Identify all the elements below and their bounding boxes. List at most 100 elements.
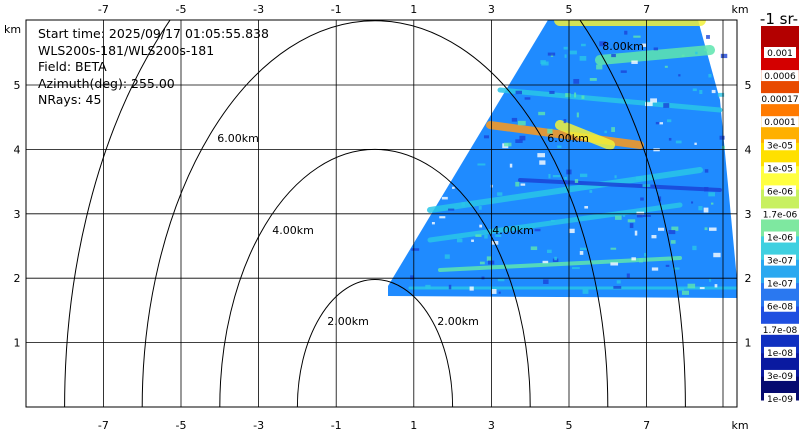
- axis-unit-label: km: [731, 419, 748, 432]
- range-ring-label: 4.00km: [272, 224, 314, 237]
- beta-speckle: [670, 240, 676, 244]
- colorbar-label: 1e-09: [767, 395, 793, 405]
- beta-speckle: [477, 163, 486, 166]
- axis-unit-label: km: [731, 3, 748, 16]
- beta-speckle: [547, 52, 556, 56]
- beta-speckle: [539, 160, 546, 165]
- beta-speckle: [719, 135, 725, 140]
- colorbar-segment: [761, 259, 799, 284]
- beta-speckle: [497, 192, 503, 196]
- beta-speckle: [691, 201, 694, 204]
- beta-speckle: [519, 135, 526, 141]
- beta-speckle: [641, 43, 647, 47]
- beta-speckle: [478, 206, 482, 210]
- beta-streak: [427, 202, 683, 243]
- range-ring-label: 8.00km: [602, 40, 644, 53]
- grid-lines: [26, 20, 737, 407]
- beta-speckle: [703, 207, 709, 213]
- nrays-label: NRays: 45: [38, 92, 102, 108]
- beta-speckle: [668, 230, 676, 235]
- beta-speckle: [681, 290, 690, 295]
- beta-speckle: [694, 142, 697, 145]
- x-tick-label: 3: [488, 3, 495, 16]
- beta-speckle: [678, 74, 681, 77]
- beta-speckle: [644, 252, 647, 257]
- beta-speckle: [651, 267, 659, 271]
- beta-speckle: [589, 77, 597, 81]
- beta-speckle: [631, 60, 638, 64]
- beta-speckle: [636, 212, 643, 218]
- scan-info: Start time: 2025/09/17 01:05:55.838 WLS2…: [38, 26, 269, 109]
- beta-speckle: [582, 289, 589, 294]
- beta-speckle: [579, 55, 587, 61]
- colorbar-label: 0.0001: [764, 118, 796, 128]
- colorbar-segment: [761, 26, 799, 50]
- beta-streak: [518, 178, 722, 192]
- beta-speckle: [645, 102, 653, 107]
- beta-speckle: [563, 119, 567, 124]
- beta-speckle: [710, 202, 714, 205]
- beta-speckle: [576, 112, 579, 118]
- beta-speckle: [616, 280, 621, 284]
- colorbar-label-bg: [761, 116, 799, 128]
- y-tick-label: 4: [14, 143, 21, 156]
- beta-speckle: [665, 264, 670, 267]
- beta-speckle: [655, 121, 660, 125]
- beta-speckle: [574, 92, 577, 98]
- beta-speckle: [537, 153, 546, 158]
- beta-speckle: [569, 228, 575, 234]
- beta-speckle: [695, 51, 698, 55]
- colorbar-label-bg: [758, 208, 800, 220]
- beta-speckle: [543, 279, 549, 284]
- beta-speckle: [610, 262, 619, 266]
- beta-speckle: [548, 173, 551, 179]
- beta-speckle: [664, 65, 668, 68]
- axis-unit-label: km: [4, 23, 21, 36]
- colorbar-label: 1e-05: [767, 164, 793, 174]
- x-tick-label: 7: [643, 419, 650, 432]
- beta-speckle: [633, 35, 641, 38]
- beta-speckle: [515, 139, 523, 143]
- beta-streak: [497, 87, 723, 113]
- range-ring-label: 2.00km: [437, 315, 479, 328]
- colorbar-label-bg: [764, 162, 796, 174]
- x-tick-label: -7: [98, 419, 109, 432]
- beta-speckle: [565, 93, 571, 98]
- beta-speckle: [495, 234, 502, 237]
- instrument-label: WLS200s-181/WLS200s-181: [38, 42, 215, 58]
- beta-speckle: [708, 192, 716, 197]
- beta-speckle: [713, 252, 721, 258]
- x-tick-label: -1: [331, 3, 342, 16]
- colorbar-label-bg: [764, 346, 796, 358]
- beta-speckle: [542, 260, 549, 264]
- x-tick-label: -7: [98, 3, 109, 16]
- colorbar-label: 0.001: [767, 49, 793, 59]
- beta-speckle: [564, 54, 567, 58]
- beta-speckle: [444, 254, 450, 259]
- beta-speckle: [699, 89, 703, 95]
- beta-speckle: [704, 169, 709, 173]
- beta-speckle: [615, 215, 622, 220]
- beta-speckle: [475, 234, 482, 237]
- beta-speckle: [610, 247, 617, 250]
- beta-speckle: [581, 95, 585, 99]
- beta-speckle: [629, 223, 634, 229]
- range-ring-4: [64, 20, 686, 407]
- x-tick-label: -5: [176, 3, 187, 16]
- beta-speckle: [709, 227, 717, 231]
- beta-speckle: [411, 248, 420, 251]
- beta-speckle: [579, 251, 584, 255]
- colorbar-label: 1e-08: [767, 349, 793, 359]
- x-tick-label: 3: [488, 419, 495, 432]
- beta-speckle: [549, 90, 555, 94]
- field-label: Field: BETA: [38, 59, 107, 75]
- beta-speckle: [708, 73, 712, 78]
- beta-streak: [486, 121, 644, 149]
- beta-speckle: [667, 119, 672, 123]
- range-ring-label: 6.00km: [547, 132, 589, 145]
- colorbar-label: 0.0006: [764, 72, 796, 82]
- colorbar-title: -1 sr-: [760, 10, 798, 28]
- beta-speckle: [711, 89, 716, 94]
- beta-speckle: [584, 206, 589, 209]
- colorbar-label-bg: [764, 231, 796, 243]
